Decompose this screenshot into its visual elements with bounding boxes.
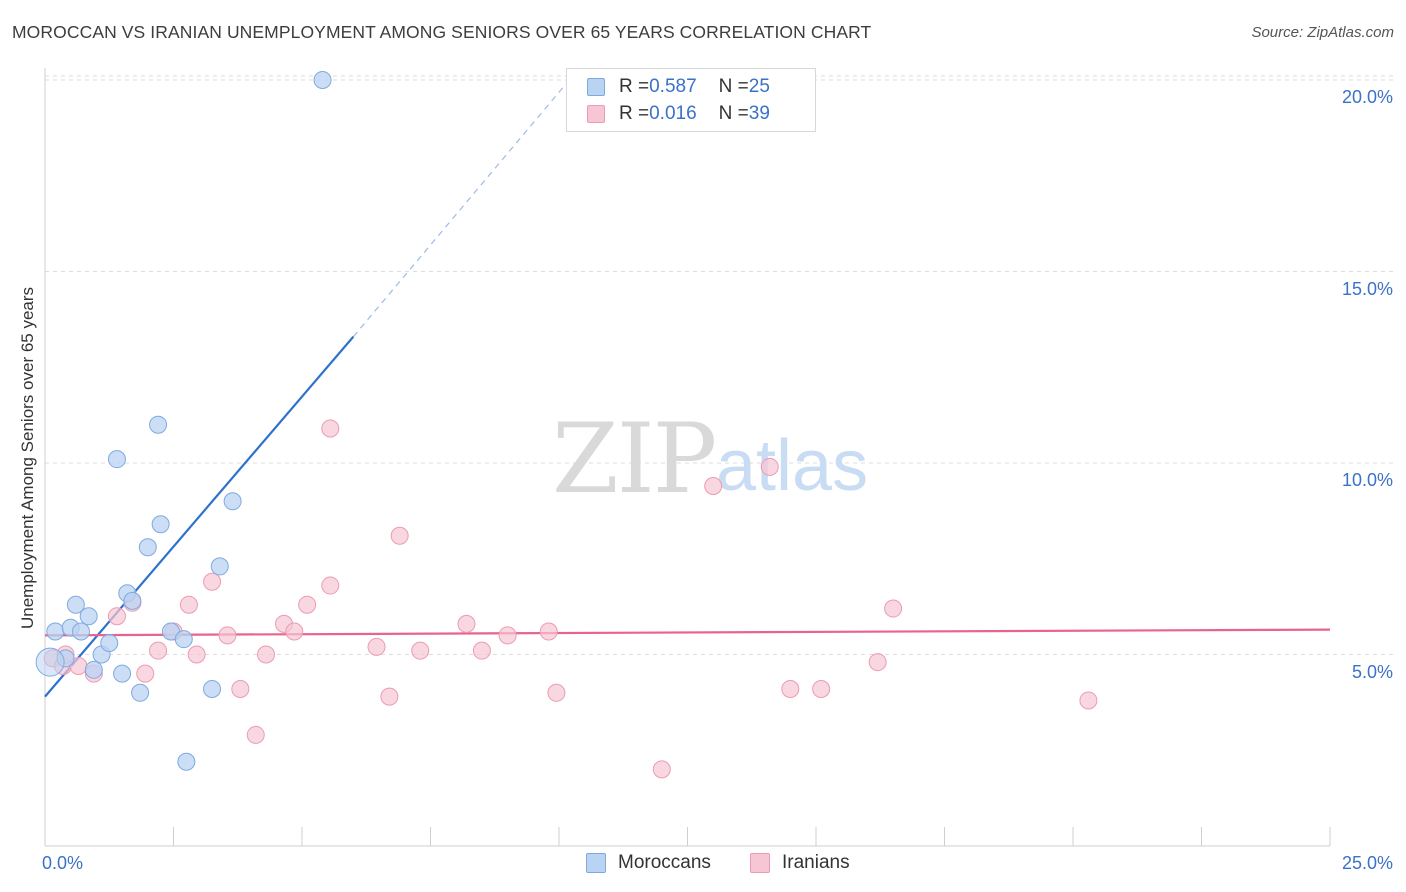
iranians-point	[812, 679, 831, 698]
iranians-point	[498, 626, 517, 645]
moroccans-point	[138, 538, 157, 557]
watermark-atlas: atlas	[716, 426, 868, 506]
legend-n-label: N =	[718, 76, 749, 97]
moroccans-point	[174, 630, 193, 649]
iranians-point	[246, 725, 265, 744]
iranians-point	[257, 645, 276, 664]
legend-row-iranians: R = 0.016 N = 39	[587, 102, 770, 126]
moroccans-point	[123, 591, 142, 610]
iranians-point	[203, 572, 222, 591]
iranians-point	[652, 760, 671, 779]
grid-lines	[45, 75, 1395, 655]
axes	[44, 68, 1331, 847]
moroccans-point	[46, 622, 65, 641]
moroccans-trend-line	[44, 335, 355, 698]
legend-r-value: 0.587	[649, 76, 697, 97]
iranians-point	[884, 599, 903, 618]
watermark-zip: ZIP	[552, 403, 715, 515]
moroccans-point	[149, 415, 168, 434]
iranians-point	[704, 476, 723, 495]
iranians-point	[136, 664, 155, 683]
legend-item-moroccans[interactable]: Moroccans	[586, 852, 711, 874]
iranians-point	[868, 653, 887, 672]
iranians-point	[218, 626, 237, 645]
iranians-point	[472, 641, 491, 660]
iranians-trend-line	[44, 628, 1331, 637]
legend-row-moroccans: R = 0.587 N = 25	[587, 75, 770, 99]
iranians-point	[187, 645, 206, 664]
moroccans-point	[100, 634, 119, 653]
iranians-point	[1079, 691, 1098, 710]
trend-lines	[44, 79, 1331, 698]
moroccans-point	[84, 660, 103, 679]
iranians-point	[298, 595, 317, 614]
moroccans-point	[177, 752, 196, 771]
legend-swatch-moroccans	[586, 853, 606, 873]
iranians-point	[321, 419, 340, 438]
iranians-point	[539, 622, 558, 641]
stats-legend: R = 0.587 N = 25 R = 0.016 N = 39	[566, 68, 816, 132]
iranians-point	[285, 622, 304, 641]
iranians-point	[390, 526, 409, 545]
chart-title: MOROCCAN VS IRANIAN UNEMPLOYMENT AMONG S…	[12, 22, 872, 42]
legend-n-label: N =	[718, 103, 749, 124]
iranians-point	[107, 607, 126, 626]
y-tick-label: 10.0%	[1341, 470, 1393, 490]
moroccans-point	[66, 595, 85, 614]
legend-label-iranians: Iranians	[782, 852, 850, 873]
iranians-point	[457, 614, 476, 633]
iranians-point	[321, 576, 340, 595]
moroccans-point	[151, 515, 170, 534]
moroccans-points	[35, 71, 332, 771]
legend-label-moroccans: Moroccans	[618, 852, 711, 873]
moroccans-point	[35, 647, 65, 677]
y-tick-label: 20.0%	[1341, 87, 1393, 107]
moroccans-trend-extension	[352, 79, 570, 337]
legend-swatch-pink	[587, 105, 605, 123]
moroccans-point	[131, 683, 150, 702]
moroccans-point	[203, 679, 222, 698]
legend-r-value: 0.016	[649, 103, 697, 124]
iranians-point	[781, 679, 800, 698]
moroccans-point	[71, 622, 90, 641]
watermark: ZIP atlas	[552, 403, 868, 515]
legend-n-value: 39	[748, 103, 770, 124]
moroccans-point	[113, 664, 132, 683]
legend-r-label: R =	[619, 76, 650, 97]
x-tick-label-min: 0.0%	[42, 853, 84, 873]
legend-swatch-blue	[587, 78, 605, 96]
x-tick-label-max: 25.0%	[1341, 853, 1393, 873]
iranians-point	[367, 637, 386, 656]
iranians-point	[547, 683, 566, 702]
iranians-point	[231, 679, 250, 698]
iranians-point	[411, 641, 430, 660]
moroccans-point	[210, 557, 229, 576]
iranians-point	[149, 641, 168, 660]
moroccans-point	[223, 492, 242, 511]
iranians-point	[760, 457, 779, 476]
moroccans-point	[79, 607, 98, 626]
legend-r-label: R =	[619, 103, 650, 124]
moroccans-point	[107, 450, 126, 469]
y-tick-label: 5.0%	[1351, 661, 1393, 682]
legend-item-iranians[interactable]: Iranians	[750, 852, 850, 874]
legend-swatch-iranians	[750, 853, 770, 873]
legend-n-value: 25	[748, 76, 770, 97]
iranians-point	[179, 595, 198, 614]
y-tick-label: 15.0%	[1341, 278, 1393, 299]
moroccans-point	[313, 71, 332, 89]
iranians-point	[380, 687, 399, 706]
source-label: Source: ZipAtlas.com	[1251, 24, 1394, 41]
